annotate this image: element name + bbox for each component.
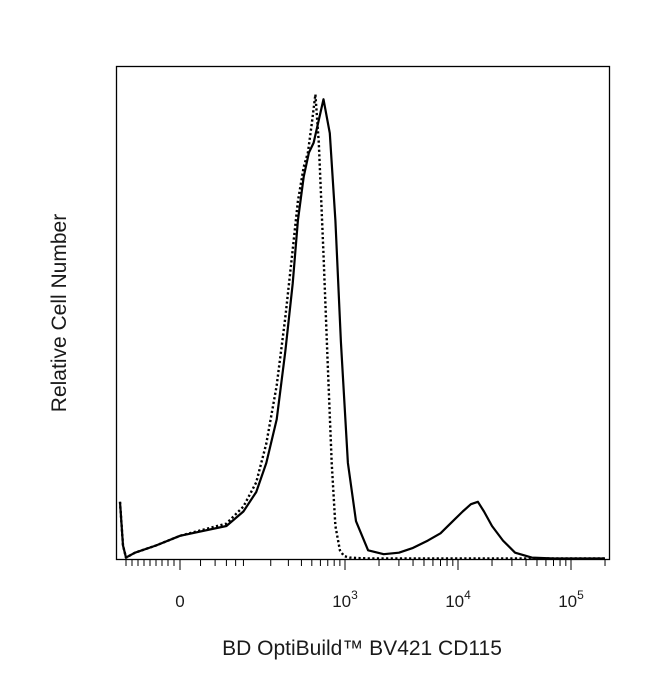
series-solid-line xyxy=(118,98,605,560)
plot-frame xyxy=(115,65,611,561)
series-layer xyxy=(118,93,605,560)
x-tick-label: 105 xyxy=(558,588,584,611)
x-tick-label: 103 xyxy=(332,588,358,611)
x-tick-label: 104 xyxy=(445,588,471,611)
x-axis-ticks xyxy=(125,560,606,570)
y-axis-title: Relative Cell Number xyxy=(48,214,71,412)
x-axis-title: BD OptiBuild™ BV421 CD115 xyxy=(222,637,502,660)
x-tick-labels: 0 103 104 105 xyxy=(175,588,584,611)
series-dotted-line xyxy=(118,93,605,560)
x-tick-label: 0 xyxy=(175,592,184,611)
